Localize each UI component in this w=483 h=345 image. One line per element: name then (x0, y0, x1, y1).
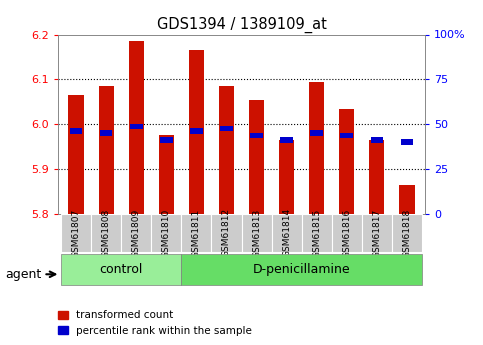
Bar (181, 254, 422, 285)
Text: GSM61810: GSM61810 (162, 208, 171, 257)
Bar (280, 137, 293, 142)
Text: agent: agent (5, 268, 41, 281)
Bar (69, 95, 84, 214)
Bar (399, 185, 414, 214)
Bar (302, 214, 332, 252)
Bar (219, 86, 234, 214)
Text: GSM61814: GSM61814 (282, 208, 291, 257)
Text: GSM61813: GSM61813 (252, 208, 261, 257)
Bar (159, 136, 174, 214)
Bar (91, 214, 121, 252)
Bar (181, 214, 212, 252)
Bar (271, 214, 302, 252)
Bar (279, 140, 294, 214)
Bar (311, 130, 323, 136)
Text: GSM61812: GSM61812 (222, 208, 231, 257)
Bar (220, 126, 233, 131)
Bar (99, 86, 114, 214)
Bar (160, 137, 173, 142)
Bar (341, 133, 353, 138)
Bar (61, 214, 91, 252)
Bar (249, 100, 264, 214)
Text: GSM61808: GSM61808 (101, 208, 111, 257)
Bar (309, 82, 324, 214)
Bar (99, 130, 113, 136)
Text: GSM61809: GSM61809 (132, 208, 141, 257)
Text: GSM61817: GSM61817 (372, 208, 382, 257)
Bar (400, 139, 413, 145)
Bar (369, 140, 384, 214)
Bar (339, 109, 355, 214)
Text: D-penicillamine: D-penicillamine (253, 263, 351, 276)
Bar (190, 128, 203, 134)
Text: GDS1394 / 1389109_at: GDS1394 / 1389109_at (156, 17, 327, 33)
Bar (151, 214, 181, 252)
Bar (128, 41, 144, 214)
Bar (362, 214, 392, 252)
Bar (61, 254, 181, 285)
Bar (212, 214, 242, 252)
Text: control: control (99, 263, 143, 276)
Bar (242, 214, 271, 252)
Bar (130, 124, 142, 129)
Bar (250, 133, 263, 138)
Bar (189, 50, 204, 214)
Legend: transformed count, percentile rank within the sample: transformed count, percentile rank withi… (54, 306, 256, 340)
Text: GSM61816: GSM61816 (342, 208, 351, 257)
Text: GSM61818: GSM61818 (402, 208, 412, 257)
Text: GSM61807: GSM61807 (71, 208, 81, 257)
Text: GSM61811: GSM61811 (192, 208, 201, 257)
Bar (70, 128, 83, 134)
Bar (392, 214, 422, 252)
Bar (121, 214, 151, 252)
Text: GSM61815: GSM61815 (312, 208, 321, 257)
Bar (370, 137, 384, 142)
Bar (332, 214, 362, 252)
